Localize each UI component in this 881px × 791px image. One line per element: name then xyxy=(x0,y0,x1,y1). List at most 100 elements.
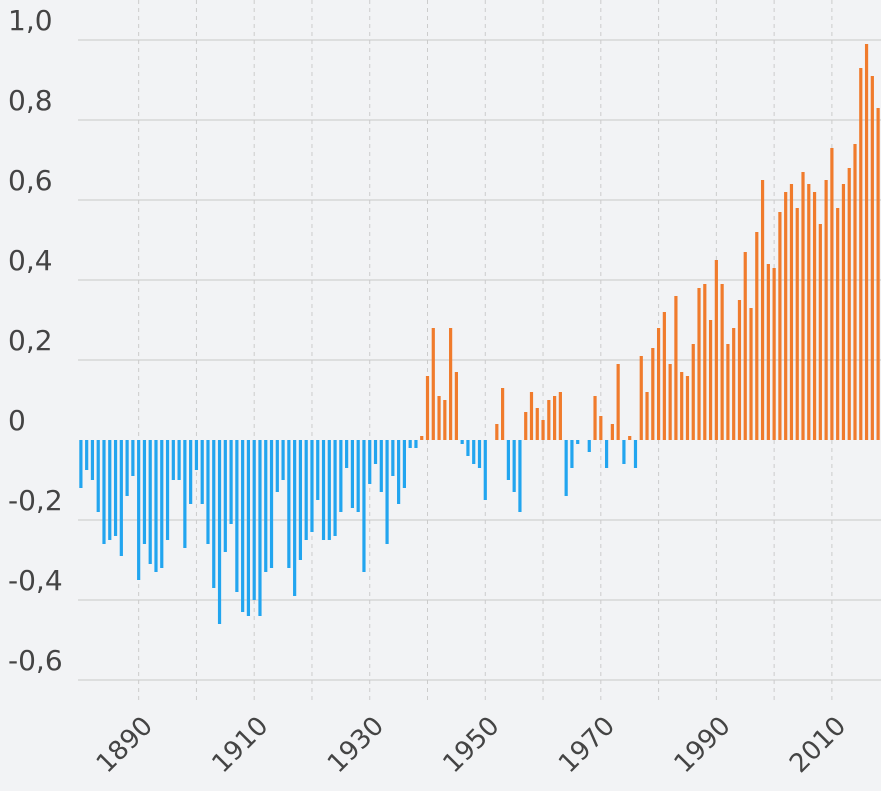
bar xyxy=(651,348,655,440)
bar xyxy=(90,440,95,480)
bar xyxy=(501,388,505,440)
bar xyxy=(610,424,614,440)
x-tick-label: 2010 xyxy=(784,711,852,779)
bar xyxy=(703,284,707,440)
bar xyxy=(258,440,262,616)
bar xyxy=(212,440,216,588)
bar xyxy=(333,440,337,536)
bar xyxy=(113,440,118,536)
bar xyxy=(119,440,123,556)
bar xyxy=(714,260,718,440)
y-tick-label: -0,4 xyxy=(8,564,63,597)
bar xyxy=(477,440,482,468)
bar xyxy=(79,440,83,488)
bar xyxy=(784,192,788,440)
bar xyxy=(720,284,724,440)
bar xyxy=(576,440,580,444)
bar xyxy=(593,396,597,440)
y-tick-label: 0,2 xyxy=(8,324,53,357)
bar xyxy=(287,440,291,568)
bar xyxy=(206,440,210,544)
bar xyxy=(599,416,603,440)
bar xyxy=(362,440,366,572)
bar xyxy=(414,440,418,448)
bar xyxy=(512,440,516,492)
bar xyxy=(685,376,690,440)
bar xyxy=(108,440,112,540)
bar xyxy=(529,392,534,440)
bar xyxy=(824,180,828,440)
bar xyxy=(558,392,562,440)
bar xyxy=(373,440,378,464)
bar xyxy=(726,344,730,440)
bar xyxy=(662,312,666,440)
bar xyxy=(171,440,175,480)
x-tick-label: 1890 xyxy=(91,711,159,779)
bar xyxy=(755,232,759,440)
bar xyxy=(789,184,794,440)
bar xyxy=(350,440,355,508)
bar xyxy=(148,440,152,564)
bar xyxy=(732,328,736,440)
bar xyxy=(541,420,545,440)
bar xyxy=(96,440,100,512)
bar xyxy=(391,440,395,476)
y-tick-label: 0,4 xyxy=(8,244,53,277)
bar xyxy=(656,328,661,440)
y-tick-label: 0,6 xyxy=(8,164,53,197)
bar xyxy=(160,440,164,568)
bar xyxy=(385,440,389,544)
bar xyxy=(368,440,372,484)
bar xyxy=(137,440,141,580)
bar xyxy=(772,268,776,440)
bar xyxy=(425,376,430,440)
bar xyxy=(379,440,383,492)
bar xyxy=(628,436,632,440)
bar xyxy=(102,440,106,544)
bar xyxy=(252,440,256,600)
bar xyxy=(795,208,799,440)
bar xyxy=(217,440,222,624)
y-tick-label: 0,8 xyxy=(8,84,53,117)
bar xyxy=(812,192,817,440)
bar xyxy=(680,372,684,440)
bar xyxy=(830,148,834,440)
bar xyxy=(766,264,770,440)
bar xyxy=(876,108,880,440)
bar xyxy=(183,440,187,548)
x-tick-label: 1950 xyxy=(438,711,506,779)
bar xyxy=(85,440,89,470)
bar xyxy=(506,440,510,480)
y-tick-label: 0 xyxy=(8,404,26,437)
bar xyxy=(431,328,435,440)
bar xyxy=(241,440,245,612)
bar xyxy=(760,180,765,440)
bar xyxy=(310,440,314,532)
x-tick-label: 1930 xyxy=(322,711,390,779)
bar xyxy=(859,68,863,440)
bar xyxy=(235,440,239,592)
bar xyxy=(316,440,320,500)
bar xyxy=(298,440,303,560)
bar xyxy=(639,356,643,440)
bar xyxy=(460,440,464,444)
bar xyxy=(466,440,470,456)
bar xyxy=(194,440,199,470)
bar xyxy=(737,300,742,440)
bar xyxy=(518,440,522,512)
bar xyxy=(264,440,268,572)
bar xyxy=(327,440,331,540)
bar xyxy=(801,172,805,440)
bar xyxy=(708,320,713,440)
y-tick-label: -0,6 xyxy=(8,644,63,677)
bar xyxy=(131,440,135,476)
x-tick-label: 1910 xyxy=(206,711,274,779)
bar xyxy=(269,440,274,568)
bar xyxy=(229,440,233,524)
bar xyxy=(189,440,193,504)
bar xyxy=(223,440,227,552)
bar xyxy=(165,440,170,540)
bar xyxy=(564,440,568,496)
bar xyxy=(547,400,551,440)
